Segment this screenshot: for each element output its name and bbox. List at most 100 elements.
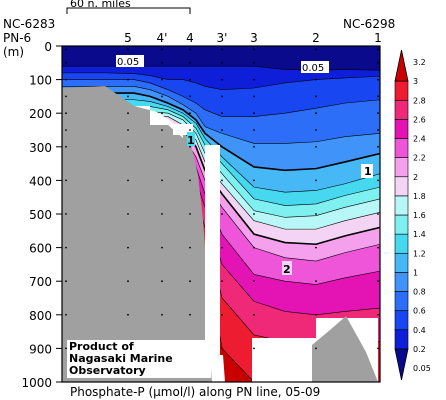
colorbar-label: 2.6	[413, 115, 426, 124]
sample-point	[315, 280, 317, 283]
sample-point	[161, 61, 163, 64]
station-id-left: NC-6283	[3, 17, 55, 31]
sample-point	[315, 145, 317, 148]
sample-point	[253, 48, 255, 51]
y-tick-label: 800	[29, 309, 52, 323]
sample-point	[127, 313, 129, 316]
sample-point	[315, 78, 317, 81]
y-tick-label: 300	[29, 141, 52, 155]
contour-label: 0.05	[302, 63, 324, 74]
contour-label: 1	[364, 165, 372, 178]
no-data-area	[205, 145, 220, 355]
colorbar-label: 1.6	[413, 211, 426, 220]
station-label: 5	[124, 31, 132, 45]
colorbar-swatch	[394, 310, 409, 331]
sample-point	[65, 213, 67, 215]
sample-point	[161, 179, 163, 182]
y-tick-label: 500	[29, 208, 52, 222]
colorbar-swatch	[394, 157, 409, 178]
sample-point	[221, 95, 223, 98]
sample-point	[221, 347, 223, 350]
y-tick-label: 0	[44, 40, 52, 54]
sample-point	[189, 48, 191, 51]
colorbar-swatch	[394, 176, 409, 197]
contour-line	[62, 92, 380, 172]
sample-point	[377, 280, 379, 283]
colorbar-label: 2	[413, 173, 418, 182]
y-tick-label: 200	[29, 107, 52, 121]
sample-point	[127, 78, 129, 81]
colorbar-label: 2.2	[413, 154, 426, 163]
y-tick-label: 400	[29, 174, 52, 188]
colorbar-label: 2.4	[413, 135, 426, 144]
colorbar-swatch	[394, 348, 409, 381]
sample-point	[377, 213, 379, 215]
sample-point	[221, 78, 223, 81]
sample-point	[65, 313, 67, 316]
sample-point	[377, 48, 379, 51]
contour-line	[62, 86, 380, 144]
sample-point	[189, 129, 191, 131]
colorbar-label: 0.8	[413, 288, 426, 297]
sample-point	[189, 313, 191, 316]
colorbar-swatch	[394, 99, 409, 120]
sample-point	[315, 112, 317, 115]
sample-point	[127, 129, 129, 131]
sample-point	[315, 48, 317, 51]
colorbar-label: 1.4	[413, 230, 426, 239]
sample-point	[377, 112, 379, 115]
sample-point	[127, 213, 129, 215]
sample-point	[127, 246, 129, 249]
sample-point	[253, 347, 255, 350]
sample-point	[221, 129, 223, 131]
sample-point	[189, 280, 191, 283]
sample-point	[315, 129, 317, 131]
sample-point	[161, 246, 163, 249]
colorbar-label: 0.05	[413, 364, 431, 373]
sample-point	[253, 280, 255, 283]
sample-point	[253, 213, 255, 215]
sample-point	[161, 280, 163, 283]
sample-point	[65, 112, 67, 115]
sample-point	[65, 145, 67, 148]
sample-point	[221, 61, 223, 64]
sample-point	[127, 112, 129, 115]
sample-point	[377, 313, 379, 316]
sample-point	[315, 246, 317, 249]
sample-point	[161, 95, 163, 98]
sample-point	[377, 246, 379, 249]
sample-points	[65, 48, 379, 350]
contour-labels: 0.05 0.05 1 1 2	[116, 55, 373, 276]
contour-label: 0.05	[117, 57, 139, 68]
depth-axis: 0 100 200 300 400 500 600 700 800 900 1000	[21, 40, 62, 390]
chart-title: Phosphate-P (μmol/l) along PN line, 05-0…	[70, 385, 320, 399]
colorbar-label: 3	[413, 77, 418, 86]
colorbar-label: 1.8	[413, 192, 426, 201]
colorbar-swatch	[394, 49, 409, 82]
y-tick-label: 1000	[21, 376, 52, 390]
sample-point	[189, 112, 191, 115]
sample-point	[189, 246, 191, 249]
sample-point	[221, 145, 223, 148]
sample-point	[189, 61, 191, 64]
scale-bar-label: 60 n. miles	[70, 0, 131, 10]
colorbar-swatch	[394, 195, 409, 216]
sample-point	[161, 48, 163, 51]
contour-line	[62, 72, 380, 90]
sample-point	[221, 112, 223, 115]
credit-line: Observatory	[69, 364, 146, 377]
y-tick-label: 100	[29, 74, 52, 88]
sample-point	[65, 246, 67, 249]
credit-box: Product of Nagasaki Marine Observatory	[67, 340, 211, 378]
seafloor-shelf	[62, 86, 216, 382]
sample-point	[221, 280, 223, 283]
colorbar-label: 1.2	[413, 249, 426, 258]
no-data-area	[134, 106, 183, 138]
credit-line: Nagasaki Marine	[69, 352, 173, 365]
sample-point	[253, 61, 255, 64]
sample-point	[161, 78, 163, 81]
sample-point	[221, 213, 223, 215]
sample-point	[189, 145, 191, 148]
sample-point	[127, 145, 129, 148]
colorbar-label: 0.2	[413, 345, 426, 354]
